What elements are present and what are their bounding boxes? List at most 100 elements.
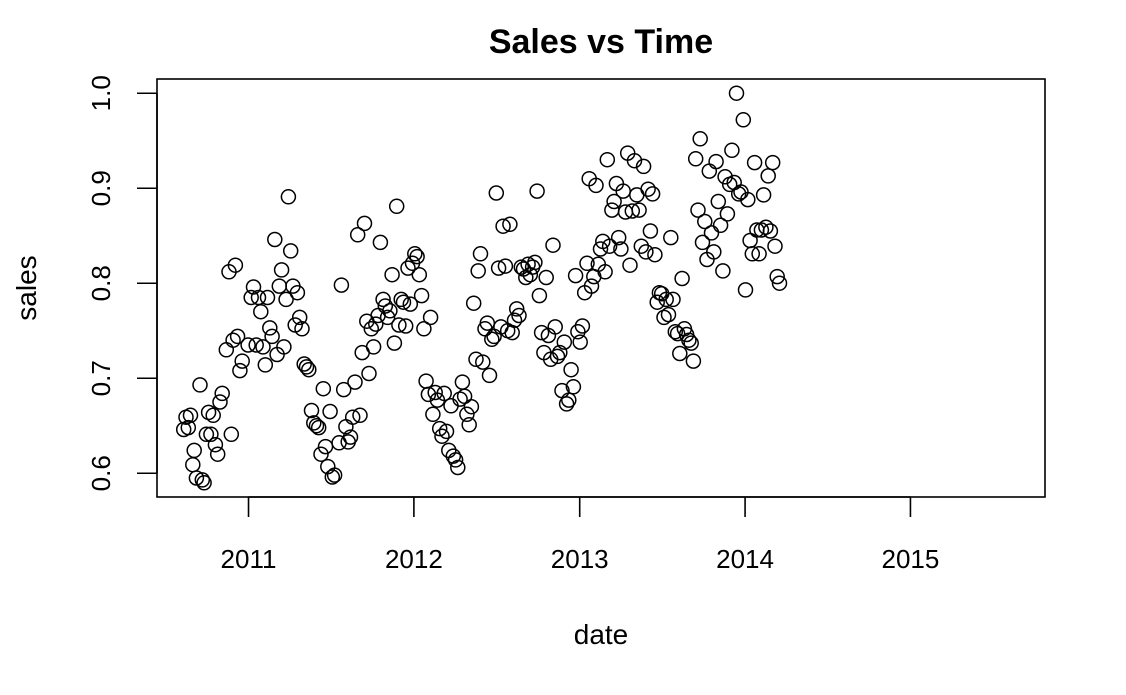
data-point [717,169,733,185]
data-point [257,357,274,373]
data-point [294,321,310,337]
data-point [771,275,788,291]
data-point [767,238,783,254]
data-point [663,229,679,246]
data-point [368,316,384,332]
data-point [642,223,659,239]
data-point [182,407,199,424]
data-point [613,241,629,257]
data-point [592,241,609,257]
data-point [660,306,677,323]
data-point [506,312,523,329]
data-point [431,420,448,437]
data-point [604,202,620,218]
data-point [388,198,405,215]
data-point [610,229,627,246]
data-point [356,215,373,232]
data-point [255,339,271,355]
data-point [735,112,752,128]
data-point [737,282,754,298]
data-point [205,407,221,424]
data-point [769,268,785,285]
data-point [742,232,758,249]
data-point [245,279,262,295]
data-point [703,225,720,241]
data-point [280,189,297,205]
data-point [606,193,622,210]
data-point [658,291,674,308]
data-point [194,472,211,488]
data-point [259,289,276,306]
data-point [701,163,718,179]
data-point [180,419,197,436]
data-point [683,335,699,351]
data-point [710,193,727,210]
data-point [301,361,317,378]
data-point [315,380,332,397]
data-point [463,398,480,415]
data-point [232,362,248,379]
data-point [264,328,280,345]
data-point [712,217,729,234]
x-tick-label: 2011 [221,544,277,574]
data-point [638,244,654,260]
data-point [377,298,394,314]
data-point [214,385,230,402]
data-point [751,246,767,262]
data-point [427,384,443,401]
y-tick-label: 1.0 [86,75,116,111]
data-point [420,386,437,403]
data-point [719,206,736,222]
data-point [248,337,264,353]
data-point [681,332,697,348]
data-point [644,186,661,202]
data-point [708,153,724,170]
data-point [186,442,202,459]
data-point [635,158,652,175]
chart-title: Sales vs Time [489,23,713,61]
data-point [313,446,329,462]
data-point [391,317,407,333]
data-point [649,294,665,310]
data-point [296,356,312,372]
data-point [349,227,366,243]
data-point [472,246,489,262]
x-axis: 2011 2012 2013 2014 2015 [221,496,940,574]
data-point [502,216,518,233]
data-point [533,324,550,341]
data-point [579,255,595,272]
data-point [344,409,361,425]
data-point [409,248,425,265]
x-tick-label: 2013 [551,544,609,574]
data-point [694,234,711,251]
data-point [375,291,391,308]
data-point [200,404,217,421]
data-point [212,394,228,410]
data-point [310,419,327,436]
data-point [273,262,290,278]
data-point [386,335,403,351]
data-point [665,291,681,308]
data-point [692,131,708,147]
data-point [306,415,322,431]
data-point [504,324,520,341]
data-point [452,391,468,407]
data-point [697,213,713,230]
data-point [753,222,770,238]
data-point [488,185,505,201]
data-point [379,309,396,326]
data-point [352,407,368,424]
data-point [667,323,684,340]
data-point [633,238,650,254]
data-point [207,436,224,453]
data-point [333,277,350,293]
data-point [549,348,566,365]
data-point [413,287,430,304]
x-tick-label: 2015 [882,544,940,574]
data-point [434,428,450,444]
data-point [558,396,575,412]
data-point [545,237,561,253]
data-point [527,254,543,271]
data-point [322,403,338,420]
